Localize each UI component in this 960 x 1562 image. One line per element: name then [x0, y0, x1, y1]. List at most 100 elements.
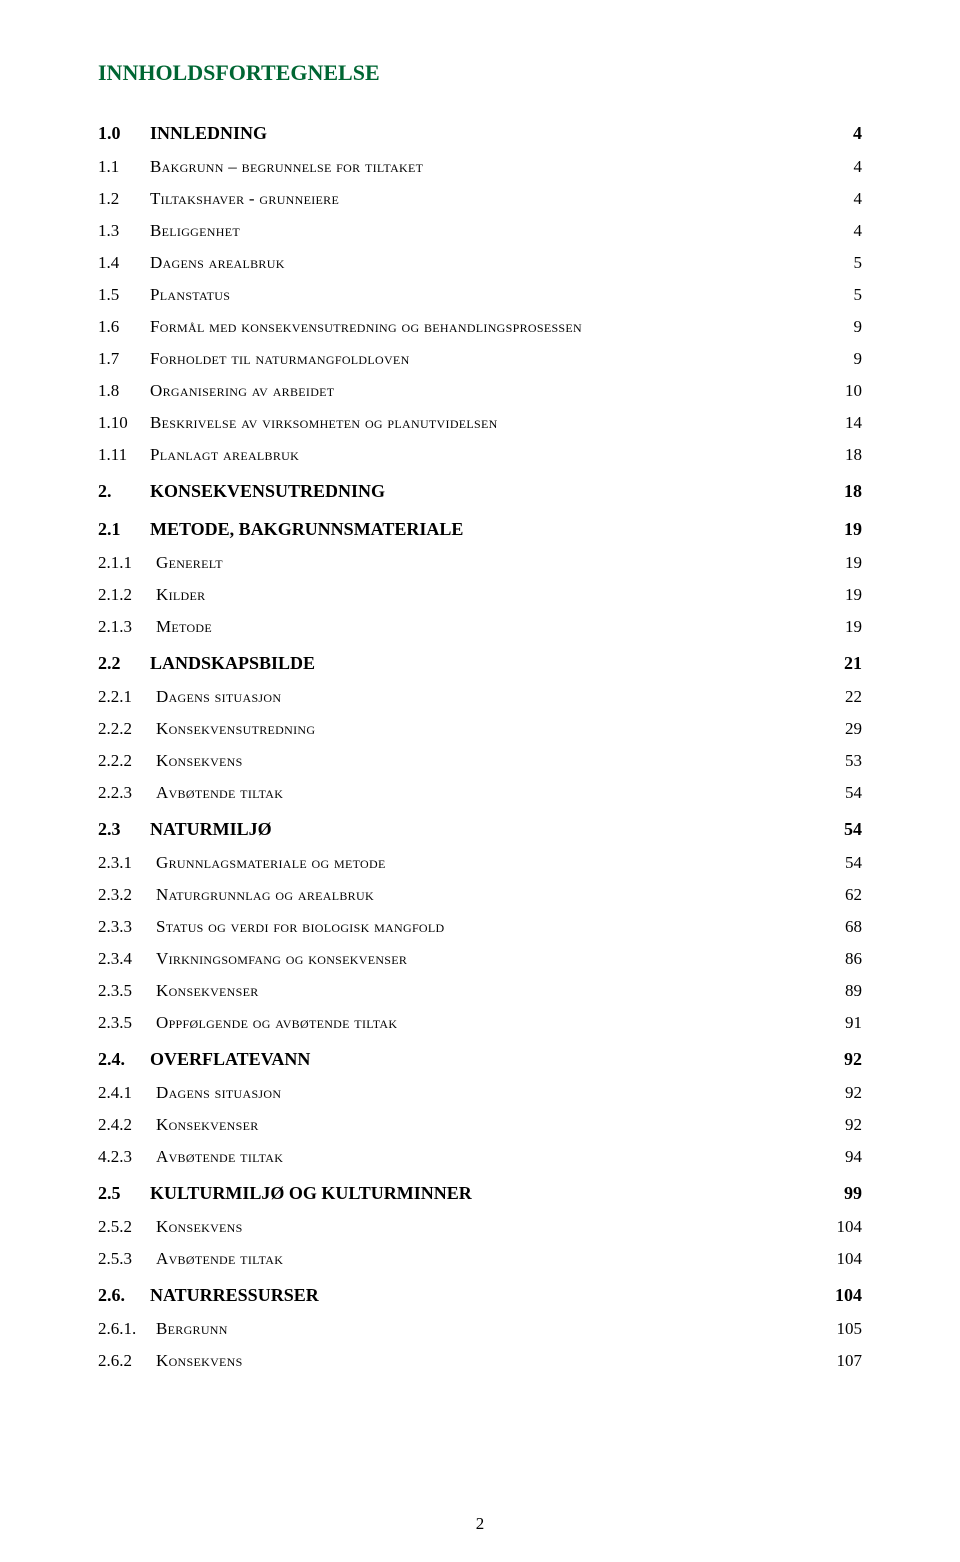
- toc-entry-label: Konsekvens: [156, 1352, 243, 1369]
- toc-entry-page: 5: [822, 254, 862, 271]
- toc-list: 1.0INNLEDNING41.1Bakgrunn – begrunnelse …: [98, 110, 862, 1374]
- toc-entry-label: Konsekvenser: [156, 982, 259, 999]
- toc-entry-page: 29: [822, 720, 862, 737]
- toc-entry-label: Planstatus: [150, 286, 230, 303]
- toc-entry-number: 2.3.1: [98, 854, 156, 871]
- toc-entry: 1.7Forholdet til naturmangfoldloven 9: [98, 340, 862, 372]
- toc-entry-label: Konsekvensutredning: [156, 720, 315, 737]
- toc-entry-number: 2.: [98, 482, 150, 500]
- toc-entry-number: 1.2: [98, 190, 150, 207]
- toc-entry-number: 2.3.5: [98, 1014, 156, 1031]
- toc-entry-page: 18: [822, 446, 862, 463]
- toc-entry-page: 92: [822, 1050, 862, 1068]
- toc-entry-page: 62: [822, 886, 862, 903]
- toc-entry-number: 1.3: [98, 222, 150, 239]
- toc-entry: 2.3NATURMILJØ54: [98, 806, 862, 844]
- toc-entry: 1.8Organisering av arbeidet10: [98, 372, 862, 404]
- toc-entry: 2.3.2Naturgrunnlag og arealbruk62: [98, 876, 862, 908]
- toc-entry: 2.6.2Konsekvens 107: [98, 1342, 862, 1374]
- toc-entry-page: 91: [822, 1014, 862, 1031]
- toc-entry-number: 1.10: [98, 414, 150, 431]
- toc-entry-number: 2.6.: [98, 1286, 150, 1304]
- toc-entry-page: 22: [822, 688, 862, 705]
- toc-entry-page: 4: [822, 222, 862, 239]
- toc-entry-page: 107: [822, 1352, 862, 1369]
- toc-entry-page: 92: [822, 1084, 862, 1101]
- toc-entry-page: 19: [822, 554, 862, 571]
- toc-entry-label: Forholdet til naturmangfoldloven: [150, 350, 410, 367]
- toc-entry: 2.KONSEKVENSUTREDNING18: [98, 468, 862, 506]
- toc-entry-number: 4.2.3: [98, 1148, 156, 1165]
- toc-entry-number: 2.2.2: [98, 752, 156, 769]
- toc-entry-label: Beliggenhet: [150, 222, 240, 239]
- toc-entry-label: Konsekvens: [156, 752, 243, 769]
- toc-entry-number: 2.5.3: [98, 1250, 156, 1267]
- toc-entry-page: 10: [822, 382, 862, 399]
- toc-entry-number: 2.5.2: [98, 1218, 156, 1235]
- toc-entry-number: 1.0: [98, 124, 150, 142]
- toc-entry-label: Dagens situasjon: [156, 1084, 281, 1101]
- toc-entry: 1.5Planstatus5: [98, 276, 862, 308]
- toc-entry-page: 53: [822, 752, 862, 769]
- toc-entry-label: Grunnlagsmateriale og metode: [156, 854, 386, 871]
- toc-entry: 1.2Tiltakshaver - grunneiere4: [98, 180, 862, 212]
- toc-entry-label: KULTURMILJØ OG KULTURMINNER: [150, 1184, 472, 1202]
- toc-entry: 2.6.NATURRESSURSER104: [98, 1272, 862, 1310]
- toc-entry-page: 14: [822, 414, 862, 431]
- toc-entry-label: Konsekvens: [156, 1218, 243, 1235]
- page-number: 2: [0, 1514, 960, 1534]
- toc-entry-number: 2.6.2: [98, 1352, 156, 1369]
- toc-entry: 2.5.2Konsekvens 104: [98, 1208, 862, 1240]
- toc-entry-page: 54: [822, 784, 862, 801]
- toc-entry-label: Status og verdi for biologisk mangfold: [156, 918, 445, 935]
- toc-entry-label: OVERFLATEVANN: [150, 1050, 310, 1068]
- toc-entry: 2.5KULTURMILJØ OG KULTURMINNER99: [98, 1170, 862, 1208]
- toc-entry: 2.1.3Metode 19: [98, 608, 862, 640]
- toc-entry: 2.3.3Status og verdi for biologisk mangf…: [98, 908, 862, 940]
- toc-entry-page: 86: [822, 950, 862, 967]
- toc-entry-label: Bakgrunn – begrunnelse for tiltaket: [150, 158, 423, 175]
- toc-title: INNHOLDSFORTEGNELSE: [98, 60, 862, 86]
- toc-entry-page: 92: [822, 1116, 862, 1133]
- toc-entry-number: 2.1.3: [98, 618, 156, 635]
- toc-entry-page: 19: [822, 618, 862, 635]
- toc-entry-label: Metode: [156, 618, 212, 635]
- toc-entry-label: Dagens situasjon: [156, 688, 281, 705]
- toc-entry-page: 94: [822, 1148, 862, 1165]
- toc-entry: 1.4Dagens arealbruk5: [98, 244, 862, 276]
- toc-entry: 2.1.2Kilder19: [98, 576, 862, 608]
- toc-entry-page: 104: [822, 1218, 862, 1235]
- toc-entry-label: NATURMILJØ: [150, 820, 272, 838]
- toc-entry-number: 2.1.2: [98, 586, 156, 603]
- toc-entry-page: 4: [822, 190, 862, 207]
- toc-entry-number: 2.3.5: [98, 982, 156, 999]
- toc-entry: 2.2.2Konsekvensutredning29: [98, 710, 862, 742]
- toc-entry-label: Formål med konsekvensutredning og behand…: [150, 318, 582, 335]
- toc-entry-label: Konsekvenser: [156, 1116, 259, 1133]
- toc-entry: 2.5.3Avbøtende tiltak104: [98, 1240, 862, 1272]
- toc-entry: 1.3Beliggenhet 4: [98, 212, 862, 244]
- toc-entry-label: Avbøtende tiltak: [156, 784, 283, 801]
- toc-entry-number: 2.2.3: [98, 784, 156, 801]
- toc-entry-page: 104: [822, 1250, 862, 1267]
- toc-entry: 2.3.5Konsekvenser 89: [98, 972, 862, 1004]
- toc-entry-label: Naturgrunnlag og arealbruk: [156, 886, 374, 903]
- toc-entry-label: Avbøtende tiltak: [156, 1148, 283, 1165]
- toc-entry-label: Beskrivelse av virksomheten og planutvid…: [150, 414, 498, 431]
- toc-entry: 2.3.5Oppfølgende og avbøtende tiltak91: [98, 1004, 862, 1036]
- toc-entry-label: Bergrunn: [156, 1320, 228, 1337]
- toc-entry: 2.6.1.Bergrunn105: [98, 1310, 862, 1342]
- toc-entry: 1.0INNLEDNING4: [98, 110, 862, 148]
- toc-entry-label: Virkningsomfang og konsekvenser: [156, 950, 407, 967]
- toc-entry-page: 89: [822, 982, 862, 999]
- toc-entry-label: Organisering av arbeidet: [150, 382, 334, 399]
- toc-entry: 1.1Bakgrunn – begrunnelse for tiltaket4: [98, 148, 862, 180]
- toc-entry-page: 9: [822, 350, 862, 367]
- toc-entry: 2.1METODE, BAKGRUNNSMATERIALE19: [98, 506, 862, 544]
- toc-entry-label: NATURRESSURSER: [150, 1286, 319, 1304]
- toc-entry-number: 1.7: [98, 350, 150, 367]
- toc-entry-number: 1.5: [98, 286, 150, 303]
- toc-entry-number: 2.4.1: [98, 1084, 156, 1101]
- toc-entry-number: 1.1: [98, 158, 150, 175]
- toc-entry-number: 2.1: [98, 520, 150, 538]
